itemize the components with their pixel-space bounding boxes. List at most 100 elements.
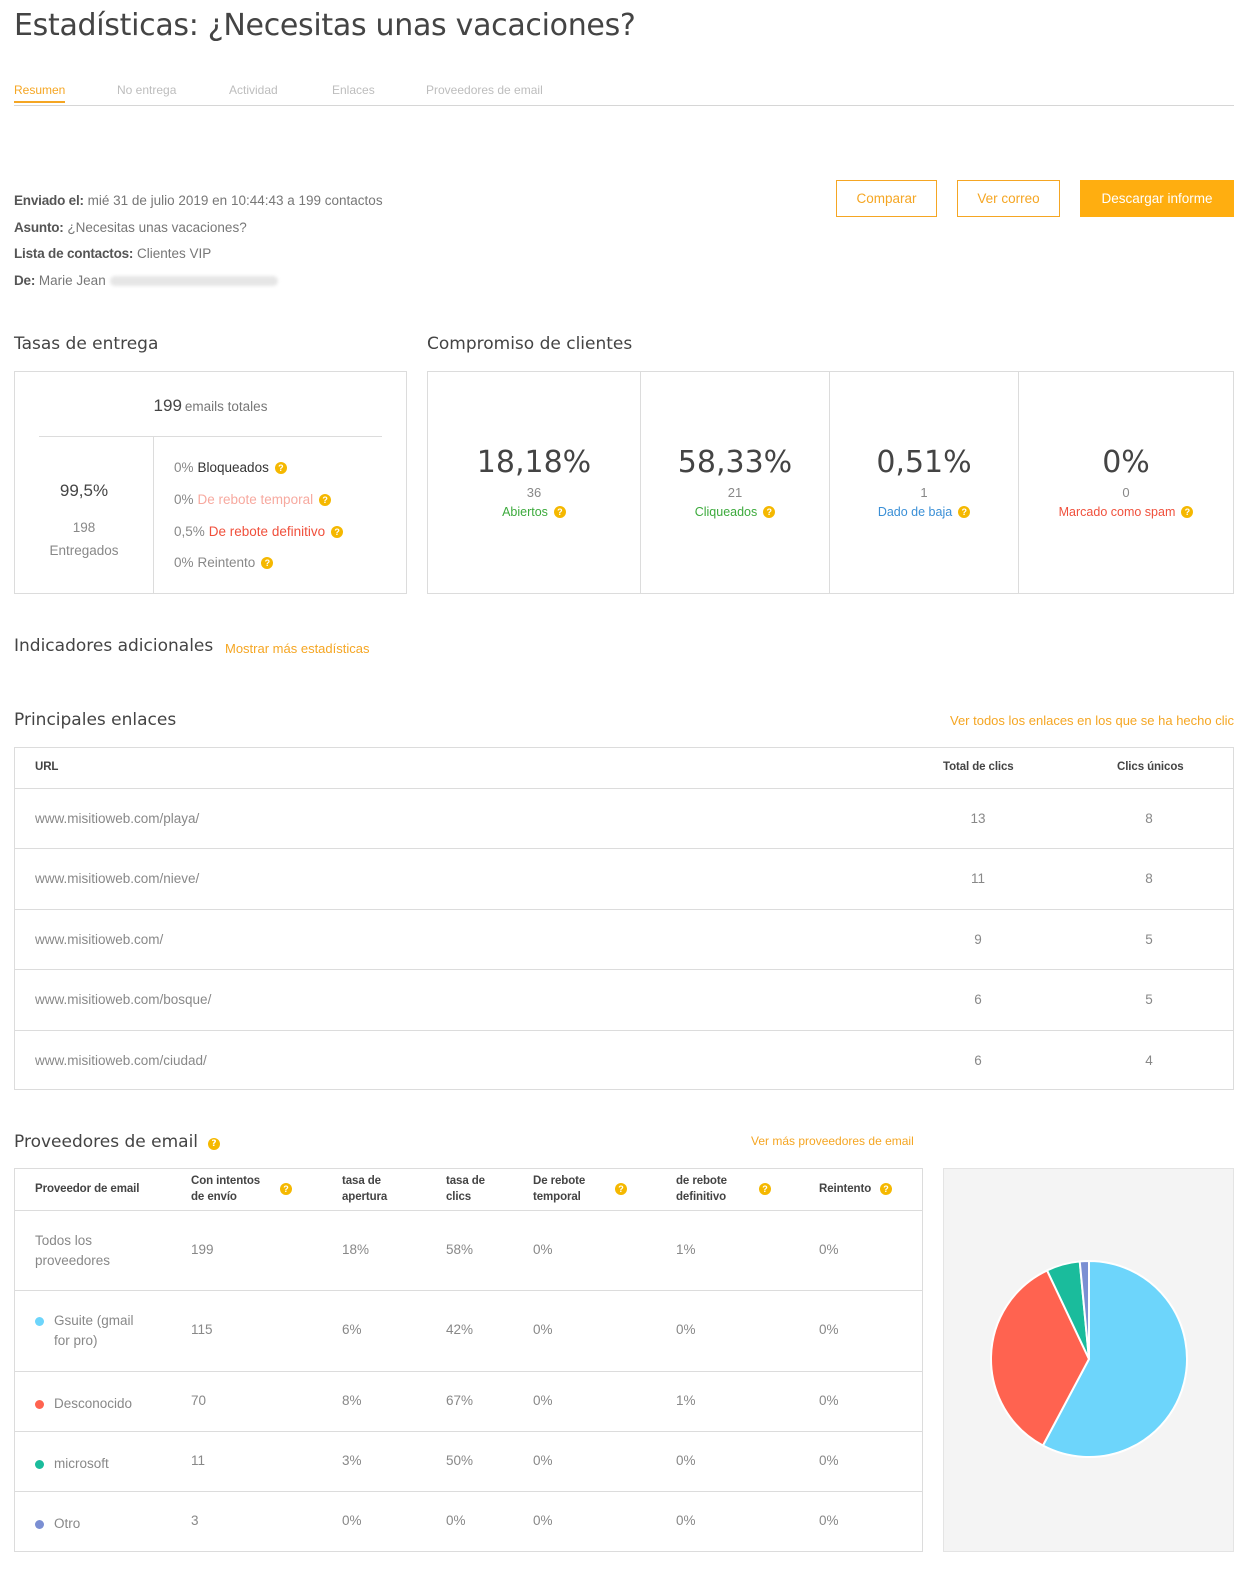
col-url: URL	[35, 761, 59, 773]
extra-indicators-title: Indicadores adicionales	[14, 636, 214, 656]
link-url[interactable]: www.misitioweb.com/playa/	[35, 811, 200, 826]
tab-actividad[interactable]: Actividad	[229, 83, 278, 97]
sent-line: Enviado el: mié 31 de julio 2019 en 10:4…	[14, 193, 383, 208]
link-url[interactable]: www.misitioweb.com/ciudad/	[35, 1052, 207, 1068]
tab-enlaces[interactable]: Enlaces	[332, 83, 375, 97]
link-total-clicks: 9	[974, 931, 982, 947]
sent-value: mié 31 de julio 2019 en 10:44:43 a 199 c…	[87, 193, 383, 208]
provider-soft: 0%	[533, 1513, 553, 1529]
pie-slice-1[interactable]	[990, 1269, 1091, 1447]
table-row: microsoft 11 3% 50% 0% 0% 0%	[15, 1432, 922, 1493]
delivery-card: 199 emails totales 99,5% 198 Entregados 0%…	[14, 371, 407, 594]
table-row: www.misitioweb.com/playa/13 8	[15, 789, 1233, 850]
providers-table: Proveedor de email Con intentos de envío …	[14, 1168, 923, 1552]
blurred-email	[109, 275, 278, 286]
provider-attempts: 70	[191, 1392, 207, 1408]
providers-title: Proveedores de email?	[14, 1132, 221, 1152]
provider-name: Todos los proveedores	[35, 1233, 111, 1268]
help-icon[interactable]: ?	[1181, 506, 1194, 518]
table-row: www.misitioweb.com/ciudad/6 4	[15, 1031, 1233, 1091]
help-icon[interactable]: ?	[208, 1138, 221, 1150]
link-total-clicks: 6	[974, 992, 982, 1008]
provider-retry: 0%	[819, 1322, 839, 1338]
provider-hard: 0%	[676, 1322, 696, 1338]
help-icon[interactable]: ?	[615, 1183, 627, 1195]
table-row: Todos los proveedores 199 18% 58% 0% 1% 0%	[15, 1211, 922, 1292]
provider-retry: 0%	[819, 1453, 839, 1469]
retry-row: 0% Reintento?	[174, 555, 274, 570]
provider-click: 67%	[446, 1392, 474, 1408]
link-url[interactable]: www.misitioweb.com/	[35, 931, 164, 947]
help-icon[interactable]: ?	[958, 506, 971, 518]
link-url[interactable]: www.misitioweb.com/nieve/	[35, 871, 200, 887]
view-more-providers-link[interactable]: Ver más proveedores de email	[751, 1134, 914, 1148]
hard-bounce-row: 0,5% De rebote definitivo?	[174, 524, 344, 539]
provider-click: 0%	[446, 1513, 466, 1529]
table-row: Desconocido 70 8% 67% 0% 1% 0%	[15, 1372, 922, 1432]
help-icon[interactable]: ?	[759, 1183, 771, 1195]
help-icon[interactable]: ?	[261, 557, 274, 569]
page-title: Estadísticas: ¿Necesitas unas vacaciones…	[14, 8, 636, 43]
col-click-rate: tasa de clics	[446, 1175, 485, 1203]
delivered-count: 198	[72, 520, 96, 535]
provider-attempts: 3	[191, 1513, 199, 1529]
tab-bar: Resumen No entrega Actividad Enlaces Pro…	[14, 80, 1234, 106]
link-url[interactable]: www.misitioweb.com/bosque/	[35, 992, 212, 1008]
view-email-button[interactable]: Ver correo	[957, 180, 1060, 217]
blocked-row: 0% Bloqueados?	[174, 460, 287, 475]
link-unique-clicks: 8	[1145, 811, 1153, 826]
unsubscribed-stat: 0,51% 1 Dado de baja?	[830, 372, 1019, 594]
download-report-button[interactable]: Descargar informe	[1080, 180, 1234, 217]
pie-slice-3[interactable]	[1078, 1259, 1090, 1360]
legend-dot	[35, 1459, 44, 1469]
tab-resumen[interactable]: Resumen	[14, 83, 66, 103]
help-icon[interactable]: ?	[763, 506, 776, 518]
providers-table-header: Proveedor de email Con intentos de envío …	[15, 1169, 922, 1211]
provider-name: Desconocido	[35, 1394, 132, 1414]
links-table: URL Total de clics Clics únicos www.misi…	[14, 747, 1234, 1090]
provider-name: microsoft	[35, 1454, 109, 1474]
provider-attempts: 115	[191, 1322, 213, 1338]
provider-name: Gsuite (gmail for pro)	[35, 1311, 134, 1351]
help-icon[interactable]: ?	[880, 1183, 892, 1195]
provider-soft: 0%	[533, 1242, 553, 1258]
help-icon[interactable]: ?	[331, 526, 344, 538]
table-row: www.misitioweb.com/bosque/6 5	[15, 970, 1233, 1031]
provider-soft: 0%	[533, 1453, 553, 1469]
help-icon[interactable]: ?	[274, 462, 287, 474]
link-unique-clicks: 5	[1145, 992, 1153, 1008]
provider-retry: 0%	[819, 1242, 839, 1258]
soft-bounce-row: 0% De rebote temporal?	[174, 492, 332, 507]
provider-hard: 1%	[676, 1242, 696, 1258]
engagement-title: Compromiso de clientes	[427, 334, 633, 354]
col-total-clicks: Total de clics	[943, 761, 1014, 773]
providers-pie-chart	[943, 1168, 1234, 1552]
pie-slice-0[interactable]	[1041, 1259, 1188, 1458]
list-value: Clientes VIP	[137, 246, 212, 261]
link-total-clicks: 11	[970, 871, 985, 887]
table-row: www.misitioweb.com/nieve/11 8	[15, 849, 1233, 910]
delivered-summary: 99,5% 198 Entregados	[15, 436, 154, 594]
view-all-links-link[interactable]: Ver todos los enlaces en los que se ha h…	[949, 713, 1234, 728]
total-emails: 199 emails totales	[153, 396, 268, 415]
show-more-stats-link[interactable]: Mostrar más estadísticas	[225, 641, 370, 656]
help-icon[interactable]: ?	[319, 494, 332, 506]
help-icon[interactable]: ?	[553, 506, 566, 518]
compare-button[interactable]: Comparar	[836, 180, 937, 217]
provider-click: 50%	[446, 1453, 474, 1469]
col-provider: Proveedor de email	[35, 1183, 140, 1195]
tab-proveedores[interactable]: Proveedores de email	[426, 83, 543, 97]
subject-line: Asunto: ¿Necesitas unas vacaciones?	[14, 219, 247, 235]
clicked-stat: 58,33% 21 Cliqueados?	[641, 372, 830, 594]
help-icon[interactable]: ?	[280, 1183, 292, 1195]
provider-soft: 0%	[533, 1392, 553, 1408]
provider-attempts: 11	[191, 1453, 206, 1469]
provider-hard: 1%	[676, 1392, 696, 1408]
link-total-clicks: 6	[974, 1052, 982, 1068]
campaign-meta: Enviado el: mié 31 de julio 2019 en 10:4…	[14, 188, 383, 294]
provider-hard: 0%	[676, 1453, 696, 1469]
tab-no-entrega[interactable]: No entrega	[117, 83, 177, 97]
from-line: De: Marie Jean	[14, 268, 383, 295]
provider-soft: 0%	[533, 1322, 553, 1338]
col-hard-bounce: de rebote definitivo	[676, 1175, 727, 1203]
